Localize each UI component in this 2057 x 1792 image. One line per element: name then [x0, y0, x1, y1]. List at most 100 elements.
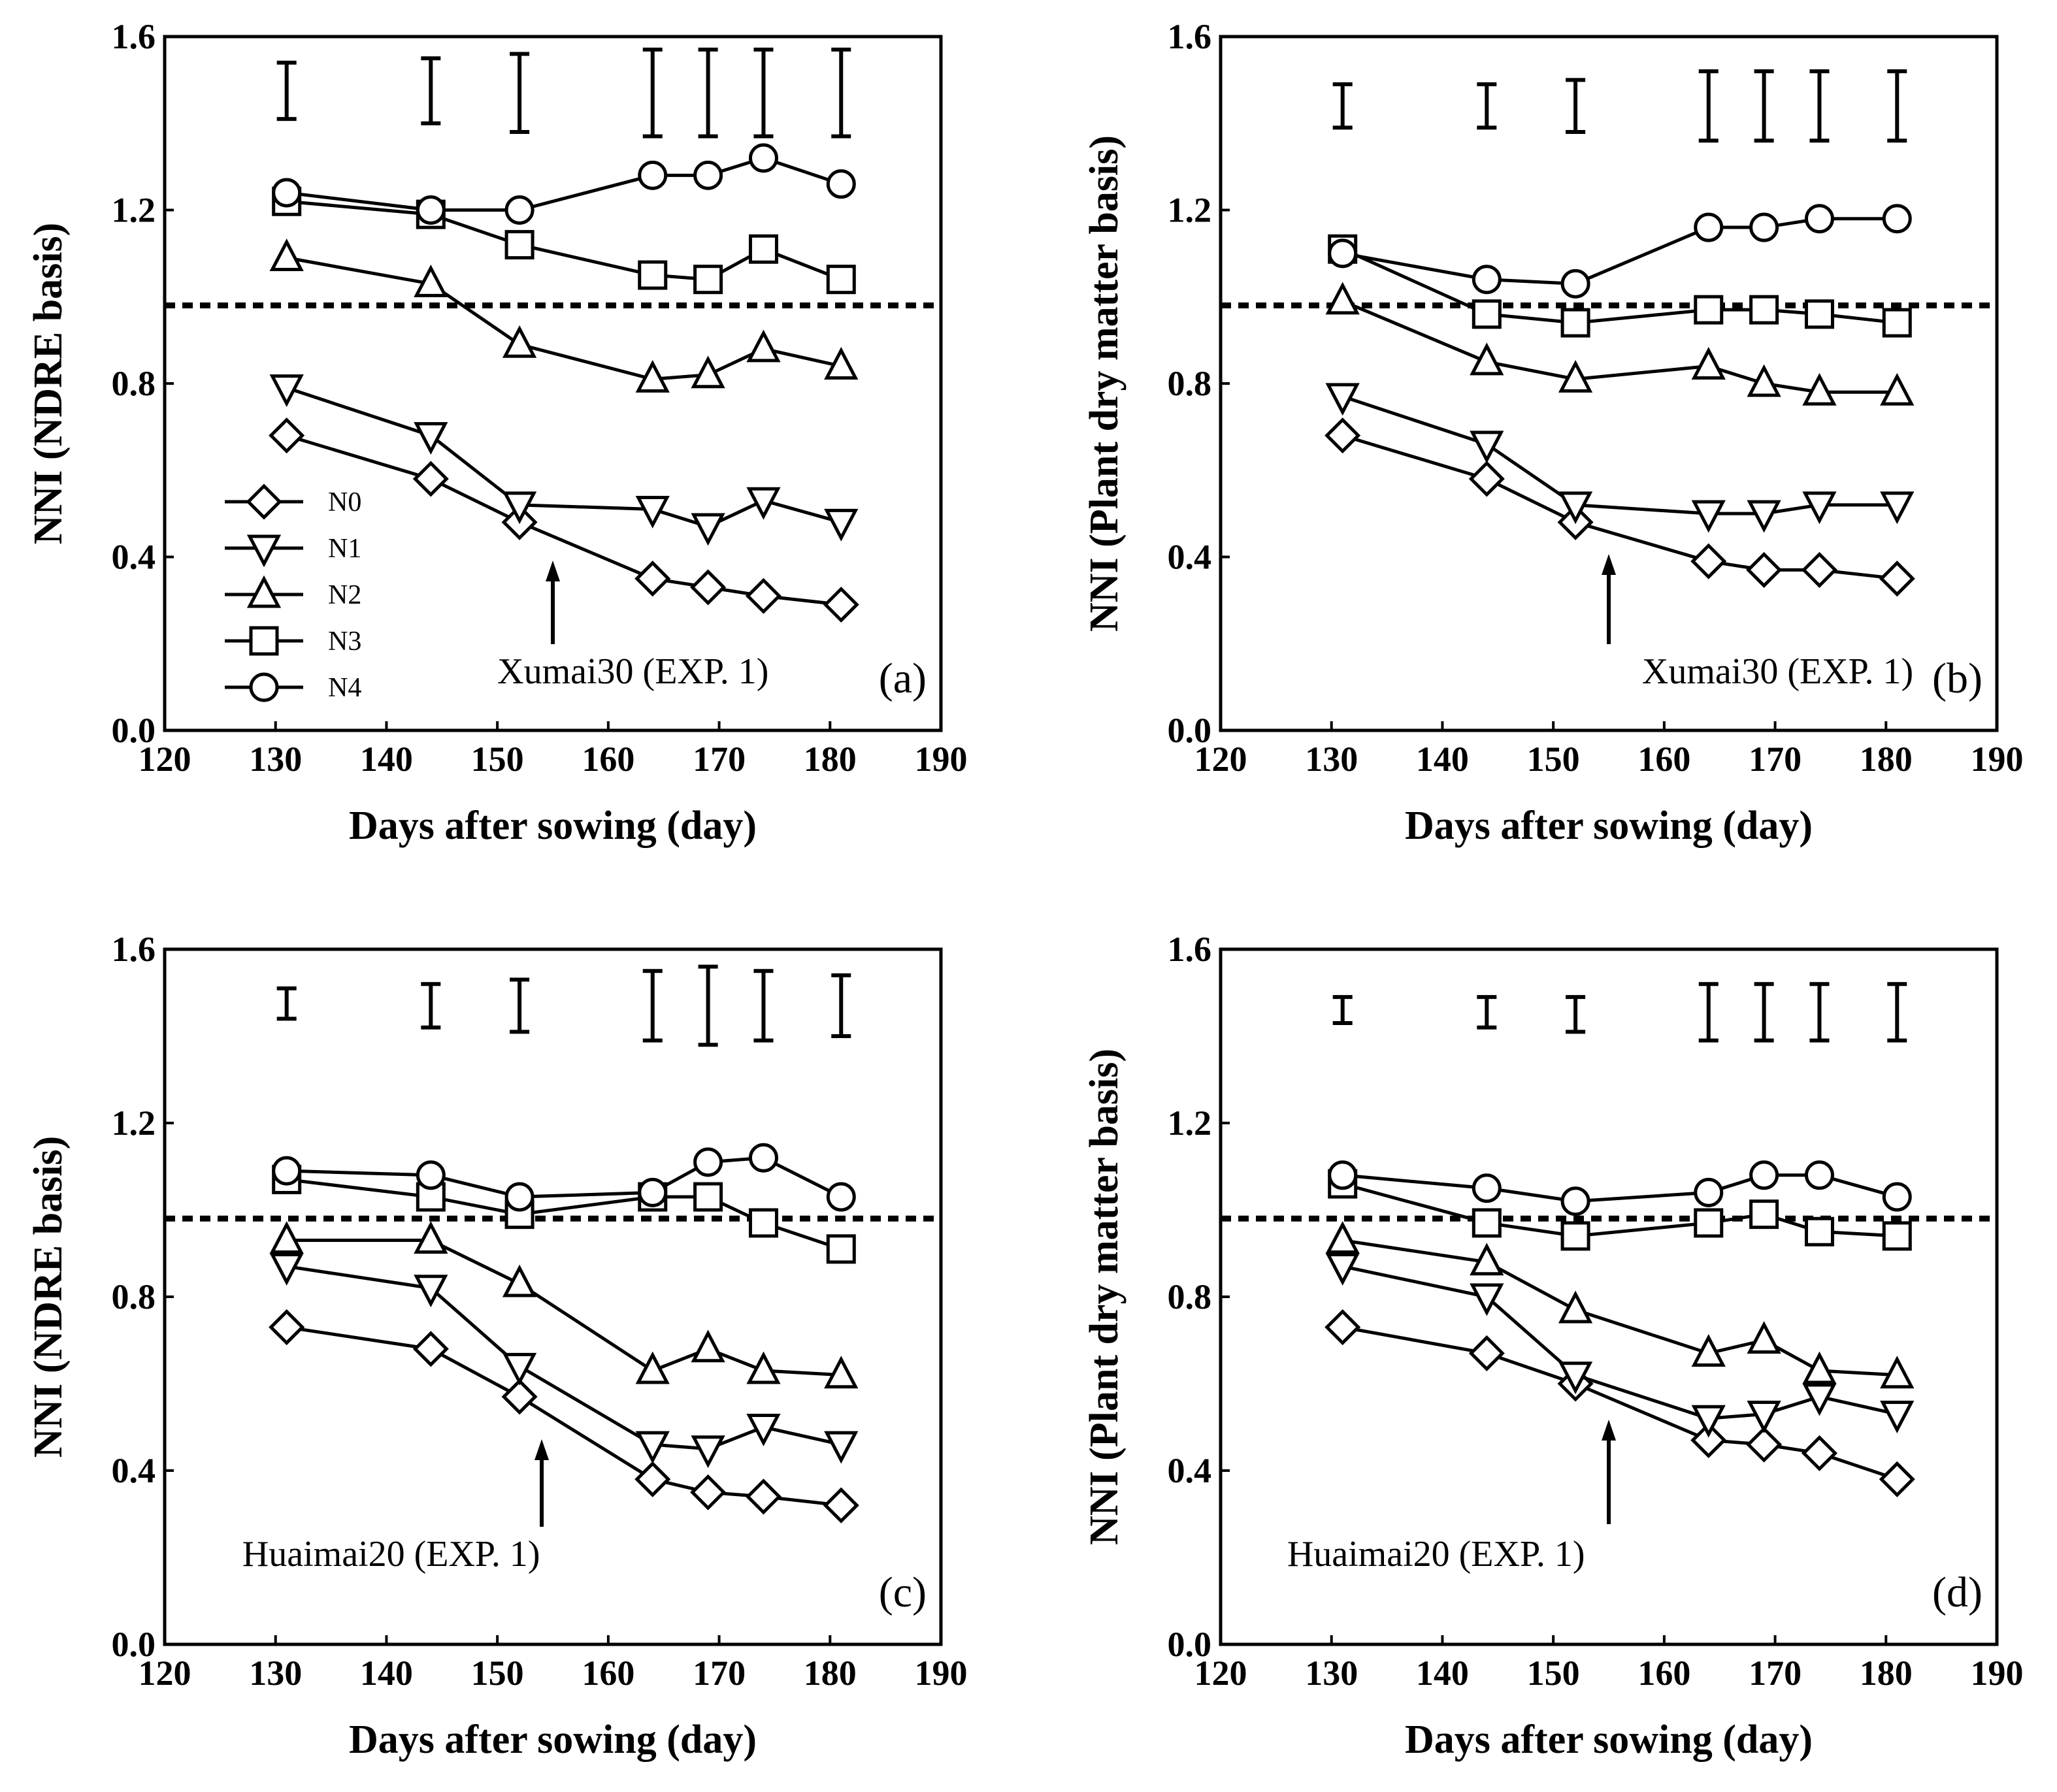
data-point: [1747, 500, 1781, 533]
x-tick-label: 120: [1194, 1654, 1247, 1693]
data-point: [414, 1221, 448, 1254]
series-n1: [269, 1252, 859, 1469]
data-point: [1468, 461, 1505, 497]
data-point: [1690, 1422, 1727, 1458]
y-tick-label: 1.6: [1168, 930, 1212, 969]
chart-panel: 120 130 140 150 160 170 180 190 0.0 0.4 0.8 1.2 1.6 D…: [1082, 17, 2024, 848]
data-point: [1328, 238, 1358, 269]
data-point: [638, 160, 668, 190]
data-point: [824, 347, 859, 380]
data-point: [1472, 265, 1502, 295]
data-point: [1880, 1356, 1915, 1389]
data-point: [272, 178, 302, 208]
data-point: [635, 1351, 670, 1384]
series-n2: [269, 1221, 859, 1389]
legend-marker: [249, 672, 279, 702]
data-point: [824, 1356, 859, 1389]
data-point: [748, 143, 778, 173]
x-tick-label: 190: [915, 1654, 968, 1693]
data-point: [691, 355, 725, 389]
data-point: [1882, 204, 1912, 234]
x-axis-label: Days after sowing (day): [349, 1718, 757, 1762]
x-tick-label: 160: [1637, 1654, 1690, 1693]
data-point: [1470, 1283, 1504, 1316]
series-n4: [272, 1143, 856, 1212]
data-point: [502, 325, 537, 358]
y-tick-label: 1.6: [112, 17, 156, 56]
data-point: [824, 508, 859, 542]
data-point: [1691, 347, 1726, 380]
data-point: [1325, 282, 1360, 315]
series-n1: [269, 374, 859, 546]
legend-label: N3: [328, 627, 361, 657]
x-tick-label: 150: [1527, 1654, 1580, 1693]
x-tick-label: 160: [582, 740, 634, 779]
data-point: [638, 260, 668, 290]
x-tick-label: 160: [582, 1654, 634, 1693]
x-tick-label: 170: [693, 1654, 746, 1693]
x-tick-label: 130: [1305, 740, 1358, 779]
data-point: [1325, 1309, 1361, 1346]
data-point: [1804, 1216, 1834, 1246]
data-point: [1747, 364, 1781, 397]
series-n1: [1325, 383, 1915, 533]
data-point: [1325, 417, 1361, 454]
data-point: [504, 1182, 535, 1212]
data-point: [1558, 359, 1593, 393]
data-point: [638, 1177, 668, 1207]
data-point: [1802, 1383, 1837, 1416]
x-tick-label: 120: [139, 740, 191, 779]
series-n3: [272, 186, 856, 295]
data-point: [635, 1431, 670, 1464]
x-tick-label: 170: [1749, 740, 1802, 779]
data-point: [1882, 1182, 1912, 1212]
chart-panel: 120 130 140 150 160 170 180 190 0.0 0.4 0.8 1.2 1.6 D…: [1082, 930, 2024, 1762]
arrow-head: [1602, 554, 1616, 575]
data-point: [693, 265, 723, 295]
x-tick-label: 130: [249, 1654, 302, 1693]
y-tick-label: 0.8: [112, 1277, 156, 1316]
data-point: [502, 1264, 537, 1297]
series-n2: [269, 238, 859, 393]
legend-label: N0: [328, 487, 361, 517]
y-axis-label: NNI (NDRE basis): [26, 1136, 71, 1458]
y-tick-label: 0.0: [1168, 711, 1212, 750]
data-point: [824, 1431, 859, 1464]
data-point: [691, 1329, 725, 1363]
data-point: [1691, 1334, 1726, 1367]
legend-marker: [249, 626, 279, 656]
data-point: [1690, 543, 1727, 579]
data-point: [1694, 295, 1724, 325]
series-line: [286, 434, 842, 606]
x-tick-label: 140: [1416, 1654, 1469, 1693]
legend-label: N4: [328, 673, 361, 703]
data-point: [502, 1352, 537, 1386]
data-point: [823, 1487, 859, 1523]
series-n4: [1328, 1160, 1912, 1216]
x-axis-label: Days after sowing (day): [349, 804, 757, 848]
data-point: [1747, 1321, 1781, 1354]
y-tick-label: 0.0: [1168, 1625, 1212, 1664]
data-point: [1801, 551, 1837, 588]
series-n2: [1325, 282, 1915, 406]
data-point: [635, 495, 670, 529]
y-tick-label: 1.2: [112, 1103, 156, 1143]
chart-panel: 120 130 140 150 160 170 180 190 0.0 0.4 0.8 1.2 1.6 D…: [26, 930, 968, 1762]
data-point: [1804, 299, 1834, 329]
data-point: [1882, 1221, 1912, 1251]
data-point: [269, 238, 304, 272]
data-point: [502, 491, 537, 525]
data-point: [746, 1351, 781, 1384]
data-point: [269, 417, 305, 454]
x-tick-label: 180: [804, 740, 857, 779]
data-point: [748, 1143, 778, 1173]
annotation-label: Huaimai20 (EXP. 1): [242, 1534, 540, 1574]
x-tick-label: 190: [1971, 740, 2024, 779]
x-tick-label: 150: [1527, 740, 1580, 779]
y-tick-label: 0.8: [1168, 1277, 1212, 1316]
annotation-label: Xumai30 (EXP. 1): [1642, 651, 1913, 692]
x-tick-label: 190: [915, 740, 968, 779]
x-tick-label: 140: [360, 740, 413, 779]
series-n3: [1328, 1169, 1912, 1251]
y-tick-label: 1.2: [1168, 191, 1212, 230]
